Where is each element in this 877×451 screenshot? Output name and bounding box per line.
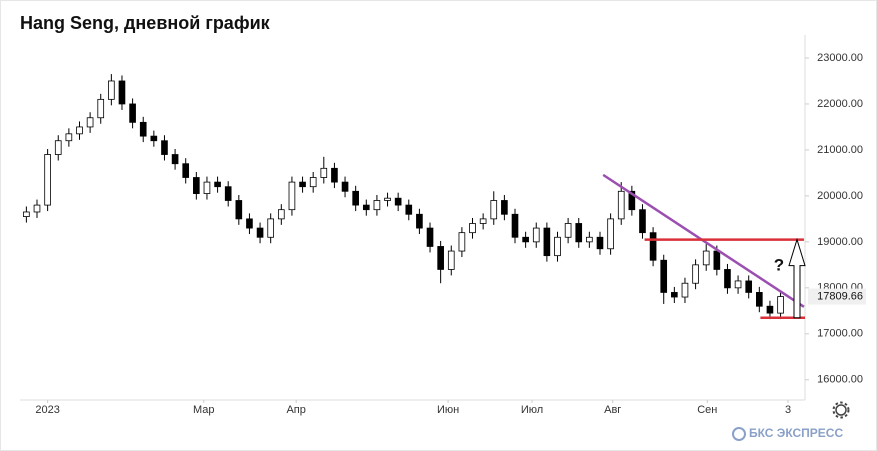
candle-body xyxy=(660,259,668,293)
candle-body xyxy=(671,292,678,298)
candle-body xyxy=(384,197,391,201)
y-tick-label: 20000.00 xyxy=(817,190,863,202)
candle-body xyxy=(341,181,349,192)
trendline xyxy=(602,173,805,308)
brand-logo xyxy=(732,427,746,441)
candle-body xyxy=(405,204,413,215)
candle-body xyxy=(777,296,784,314)
candle-body xyxy=(373,200,381,211)
candle-body xyxy=(649,232,657,261)
annotation: ? xyxy=(774,255,784,274)
candle-body xyxy=(76,126,83,135)
candle-body xyxy=(150,135,158,142)
last-price-label: 17809.66 xyxy=(817,290,863,302)
candle-body xyxy=(479,218,487,224)
arrow xyxy=(788,237,806,319)
candle-body xyxy=(564,223,572,238)
x-tick-label: 3 xyxy=(785,404,791,416)
candle-body xyxy=(108,80,115,100)
candle-body xyxy=(193,177,200,194)
candle-body xyxy=(256,227,264,238)
candle-body xyxy=(394,197,402,206)
y-tick-label: 21000.00 xyxy=(817,144,863,156)
candle-body xyxy=(288,181,296,211)
candle-body xyxy=(607,218,614,250)
candle-body xyxy=(543,227,551,257)
candle-body xyxy=(713,250,721,270)
candle-body xyxy=(490,200,498,220)
candle-body xyxy=(532,227,540,243)
candle-body xyxy=(54,140,62,155)
candle-body xyxy=(33,204,41,213)
candle-body xyxy=(447,250,455,270)
settings-icon[interactable] xyxy=(832,401,850,419)
candle-body xyxy=(129,103,136,123)
candle-body xyxy=(756,292,763,307)
candle-body xyxy=(97,98,105,119)
candle-body xyxy=(65,133,73,142)
x-tick-label: Сен xyxy=(697,404,717,416)
candle-body xyxy=(23,211,30,217)
candle-body xyxy=(469,223,476,234)
candle-body xyxy=(554,236,561,257)
candle-body xyxy=(277,209,285,220)
candle-body xyxy=(235,200,243,220)
candle-body xyxy=(246,218,253,229)
x-tick-label: Мар xyxy=(193,404,215,416)
candle-body xyxy=(214,181,221,188)
candle-body xyxy=(416,213,423,229)
candle-body xyxy=(139,121,147,137)
candle-body xyxy=(320,167,328,178)
y-tick-label: 17000.00 xyxy=(817,328,863,340)
candle-body xyxy=(522,236,529,243)
candle-body xyxy=(501,200,508,215)
x-tick-label: Апр xyxy=(286,404,305,416)
candle-body xyxy=(352,190,359,206)
y-tick-label: 22000.00 xyxy=(817,98,863,110)
last-price-box xyxy=(808,288,866,305)
candle-body xyxy=(745,280,753,293)
candle-body xyxy=(362,204,370,211)
candle-body xyxy=(309,177,317,188)
candle-body xyxy=(86,117,94,128)
candle-body xyxy=(724,269,731,289)
x-tick-label: Июн xyxy=(437,404,459,416)
y-tick-label: 23000.00 xyxy=(817,52,863,64)
candle-body xyxy=(681,282,689,298)
candle-body xyxy=(596,236,604,250)
candle-body xyxy=(702,250,710,266)
candle-body xyxy=(171,154,179,165)
candle-body xyxy=(224,186,232,201)
candle-body xyxy=(44,154,51,206)
candle-body xyxy=(437,246,444,270)
candle-body xyxy=(734,280,742,289)
candle-body xyxy=(511,213,519,238)
candle-body xyxy=(586,236,593,243)
chart-title: Hang Seng, дневной график xyxy=(20,13,271,33)
candle-body xyxy=(118,80,126,105)
candle-body xyxy=(639,209,646,234)
brand: БКС ЭКСПРЕСС xyxy=(749,426,843,440)
y-tick-label: 16000.00 xyxy=(817,374,863,386)
x-tick-label: Июл xyxy=(521,404,543,416)
candle-body xyxy=(267,218,275,238)
candle-body xyxy=(331,167,338,183)
candle-body xyxy=(617,190,625,220)
y-tick-label: 19000.00 xyxy=(817,236,863,248)
candle-body xyxy=(458,232,466,252)
candle-body xyxy=(299,181,306,188)
candle-body xyxy=(161,140,168,155)
candle-body xyxy=(203,181,211,194)
x-tick-label: Авг xyxy=(604,404,621,416)
candle-body xyxy=(426,227,434,247)
candle-body xyxy=(182,163,190,178)
candle-body xyxy=(766,305,774,314)
x-tick-label: 2023 xyxy=(35,404,59,416)
candle-body xyxy=(692,264,699,284)
candle-body xyxy=(628,190,636,211)
candle-body xyxy=(575,223,583,243)
